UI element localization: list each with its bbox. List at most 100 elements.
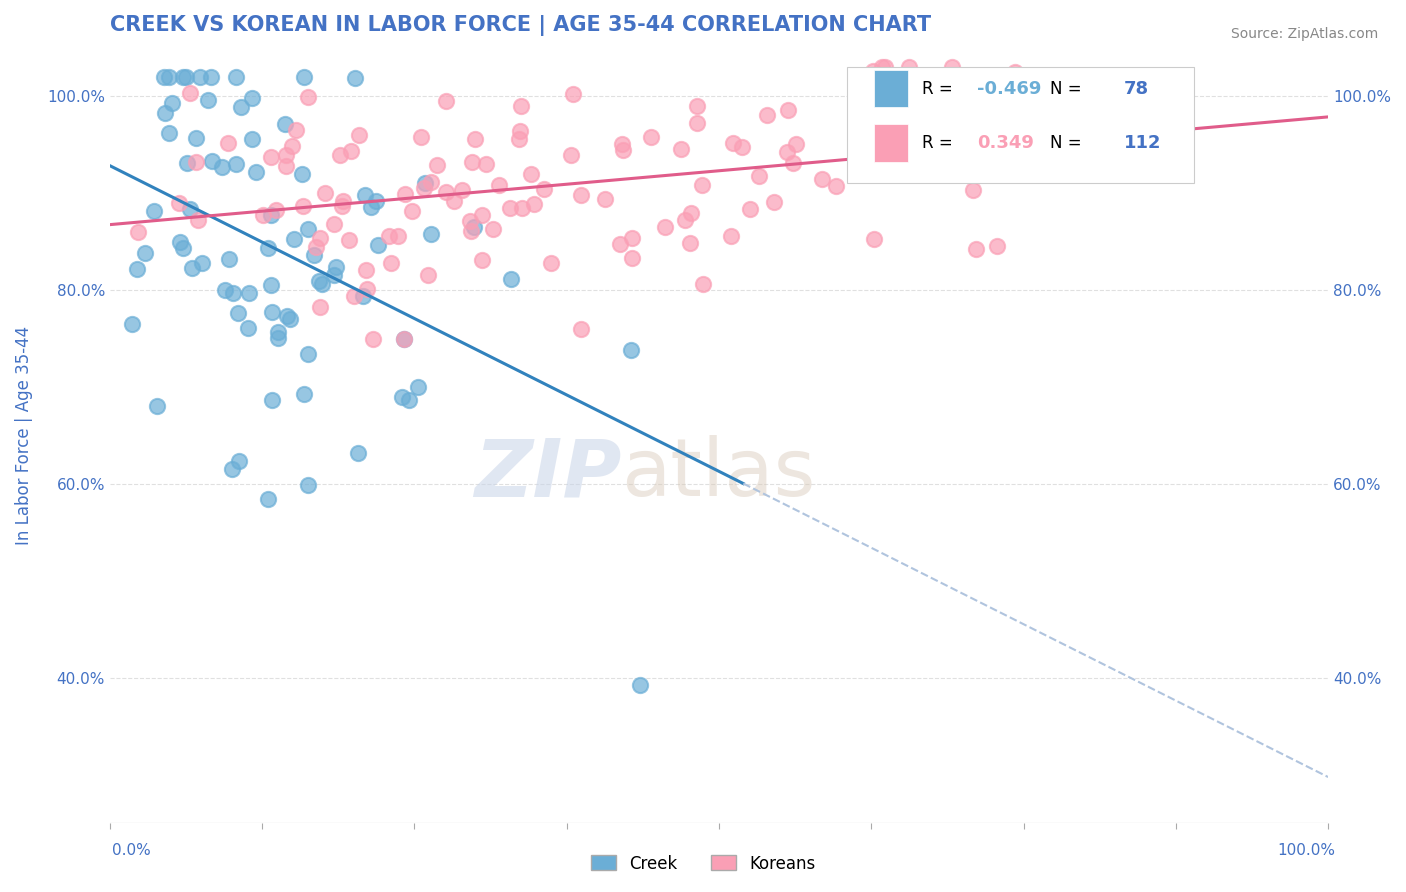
Point	[897, 131, 920, 145]
Point	[685, 99, 707, 113]
Point	[167, 196, 190, 211]
Point	[434, 94, 457, 108]
Point	[609, 237, 631, 252]
Point	[685, 116, 707, 130]
Point	[257, 491, 280, 506]
Point	[731, 140, 754, 154]
Point	[509, 124, 531, 138]
Point	[1032, 92, 1054, 106]
Point	[256, 241, 278, 255]
Point	[523, 197, 546, 211]
Point	[325, 260, 347, 274]
Point	[347, 128, 370, 142]
Point	[309, 300, 332, 314]
Point	[640, 129, 662, 144]
Point	[142, 204, 165, 219]
Point	[134, 245, 156, 260]
Point	[211, 161, 233, 175]
Point	[377, 229, 399, 244]
Point	[612, 136, 634, 151]
Point	[387, 229, 409, 244]
Point	[181, 260, 204, 275]
Point	[152, 70, 174, 84]
Point	[222, 286, 245, 301]
Point	[267, 325, 290, 339]
Text: 0.349: 0.349	[977, 134, 1035, 153]
Point	[392, 332, 415, 346]
Point	[612, 143, 634, 157]
Point	[360, 200, 382, 214]
Point	[690, 178, 713, 193]
Point	[782, 155, 804, 169]
Point	[1004, 65, 1026, 79]
Point	[297, 347, 319, 361]
Point	[967, 131, 990, 145]
Point	[291, 167, 314, 181]
Point	[314, 186, 336, 201]
FancyBboxPatch shape	[846, 67, 1194, 184]
Point	[221, 462, 243, 476]
Point	[443, 194, 465, 208]
Point	[898, 60, 921, 74]
Point	[278, 312, 301, 326]
Point	[499, 201, 522, 215]
Point	[297, 90, 319, 104]
Point	[353, 188, 375, 202]
Point	[179, 202, 201, 216]
Point	[323, 217, 346, 231]
Point	[184, 131, 207, 145]
Text: 0.0%: 0.0%	[112, 843, 152, 858]
Point	[460, 224, 482, 238]
Point	[264, 202, 287, 217]
Point	[252, 208, 274, 222]
Point	[329, 148, 352, 162]
Point	[352, 289, 374, 303]
Point	[451, 182, 474, 196]
Text: R =: R =	[922, 79, 959, 98]
Point	[260, 208, 283, 222]
Point	[356, 263, 378, 277]
Point	[169, 235, 191, 249]
Point	[394, 187, 416, 202]
Point	[187, 212, 209, 227]
Point	[875, 60, 897, 74]
Point	[127, 225, 149, 239]
Point	[332, 194, 354, 209]
Point	[228, 454, 250, 468]
Point	[240, 91, 263, 105]
Point	[305, 240, 328, 254]
Point	[218, 252, 240, 266]
Point	[190, 255, 212, 269]
Point	[409, 130, 432, 145]
Point	[172, 241, 194, 255]
Point	[332, 199, 354, 213]
Point	[416, 268, 439, 282]
Point	[292, 199, 315, 213]
Point	[155, 105, 177, 120]
Point	[127, 262, 149, 277]
Point	[475, 157, 498, 171]
Point	[561, 87, 583, 102]
Point	[179, 87, 201, 101]
Point	[510, 201, 533, 215]
Text: N =: N =	[1050, 79, 1087, 98]
Point	[471, 252, 494, 267]
Point	[825, 178, 848, 193]
Point	[866, 145, 889, 160]
Point	[654, 219, 676, 234]
Point	[458, 214, 481, 228]
Point	[620, 343, 643, 357]
Point	[292, 70, 315, 84]
Point	[283, 231, 305, 245]
Point	[226, 306, 249, 320]
Point	[785, 136, 807, 151]
Point	[721, 136, 744, 150]
Point	[986, 239, 1008, 253]
Point	[755, 108, 778, 122]
Point	[464, 132, 486, 146]
Point	[886, 141, 908, 155]
Point	[413, 180, 436, 194]
Text: atlas: atlas	[621, 435, 815, 514]
Point	[200, 70, 222, 84]
Point	[302, 248, 325, 262]
